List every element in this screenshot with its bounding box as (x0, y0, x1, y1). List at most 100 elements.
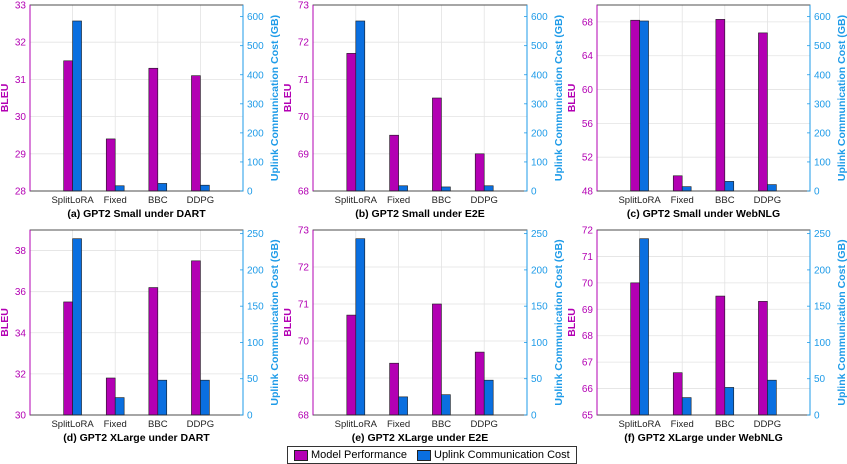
left-tick-label: 28 (15, 187, 27, 198)
right-tick-label: 300 (814, 99, 831, 110)
bar-uplink-cost (398, 396, 408, 416)
x-tick-label: DDPG (754, 419, 781, 430)
uplink-cost-swatch (417, 449, 431, 461)
left-tick-label: 70 (298, 337, 310, 348)
bar-uplink-cost (724, 387, 735, 416)
bar-uplink-cost (114, 397, 125, 416)
right-tick-label: 400 (531, 70, 548, 81)
right-tick-label: 400 (247, 70, 264, 81)
right-tick-label: 150 (531, 302, 548, 313)
right-tick-label: 250 (247, 229, 264, 240)
left-tick-label: 70 (582, 278, 594, 289)
bar-uplink-cost (639, 20, 649, 192)
right-tick-label: 150 (247, 302, 264, 313)
right-axis-label: Uplink Communication Cost (GB) (553, 239, 565, 405)
chart-panel-5: SplitLoRA Fixed BBC DDPG 68 69 70 71 72 73 0 50 100 1… (282, 226, 565, 445)
chart-panel-2: SplitLoRA Fixed BBC DDPG 68 69 70 71 72 73 0 100 200… (282, 1, 565, 221)
left-axis-label: BLEU (0, 84, 11, 113)
legend-item-model-performance: Model Performance (294, 449, 407, 461)
x-tick-label: Fixed (387, 419, 410, 430)
x-tick-label: SplitLoRA (618, 195, 661, 206)
bar-model-performance (346, 53, 357, 192)
bar-uplink-cost (681, 397, 692, 416)
bar-uplink-cost (157, 183, 168, 192)
x-tick-label: SplitLoRA (335, 195, 378, 206)
chart-panel-4: SplitLoRA Fixed BBC DDPG 30 32 34 36 38 0 50 100 150… (0, 229, 281, 444)
bar-model-performance (389, 362, 399, 416)
bar-model-performance (630, 19, 640, 192)
right-tick-label: 0 (531, 187, 537, 198)
plot-frame (312, 229, 528, 416)
left-tick-label: 72 (582, 226, 594, 237)
left-tick-label: 60 (582, 85, 594, 96)
bar-uplink-cost (157, 379, 168, 416)
bar-uplink-cost (441, 394, 451, 416)
bar-model-performance (389, 134, 399, 192)
bar-model-performance (672, 175, 683, 192)
right-axis-label: Uplink Communication Cost (GB) (553, 15, 565, 181)
right-tick-label: 100 (531, 157, 548, 168)
chart-panel-1: SplitLoRA Fixed BBC DDPG 28 29 30 31 32 33 0 100 200… (0, 1, 281, 221)
plot-frame (29, 229, 244, 416)
right-tick-label: 0 (247, 187, 253, 198)
left-tick-label: 65 (582, 411, 594, 422)
x-tick-label: Fixed (104, 195, 127, 206)
right-tick-label: 250 (814, 229, 831, 240)
plot-frame (29, 4, 244, 192)
bar-uplink-cost (639, 238, 649, 416)
left-tick-label: 68 (582, 331, 594, 342)
right-tick-label: 0 (247, 411, 253, 422)
right-tick-label: 200 (247, 128, 264, 139)
right-tick-label: 50 (247, 374, 259, 385)
right-tick-label: 400 (814, 70, 831, 81)
left-tick-label: 56 (582, 119, 594, 130)
x-tick-label: Fixed (104, 419, 127, 430)
left-tick-label: 66 (582, 384, 594, 395)
right-tick-label: 500 (814, 41, 831, 52)
chart-title: (b) GPT2 Small under E2E (355, 208, 485, 220)
left-tick-label: 71 (298, 300, 310, 311)
bar-uplink-cost (355, 238, 366, 416)
left-tick-label: 70 (298, 112, 310, 123)
x-tick-label: BBC (432, 419, 452, 430)
left-tick-label: 71 (582, 252, 594, 263)
x-tick-label: BBC (715, 195, 735, 206)
bar-uplink-cost (114, 185, 125, 192)
x-tick-label: SplitLoRA (51, 419, 94, 430)
x-tick-label: DDPG (470, 419, 497, 430)
bar-uplink-cost (200, 184, 210, 192)
plot-frame (312, 4, 528, 192)
x-tick-label: SplitLoRA (51, 195, 94, 206)
right-tick-label: 100 (531, 338, 548, 349)
left-tick-label: 67 (582, 358, 594, 369)
left-tick-label: 48 (582, 187, 594, 198)
legend-label-model-performance: Model Performance (311, 449, 407, 461)
left-tick-label: 68 (582, 17, 594, 28)
left-tick-label: 73 (298, 1, 310, 12)
bar-uplink-cost (72, 20, 82, 192)
left-tick-label: 71 (298, 75, 310, 86)
bar-uplink-cost (767, 379, 777, 416)
bar-uplink-cost (398, 185, 408, 192)
left-tick-label: 36 (15, 287, 27, 298)
left-axis-label: BLEU (282, 308, 294, 337)
right-tick-label: 500 (247, 41, 264, 52)
bar-uplink-cost (355, 20, 366, 192)
right-tick-label: 100 (247, 157, 264, 168)
right-axis-label: Uplink Communication Cost (GB) (836, 239, 847, 405)
bar-uplink-cost (483, 379, 494, 416)
bar-model-performance (191, 260, 201, 416)
bar-uplink-cost (681, 186, 692, 192)
chart-title: (c) GPT2 Small under WebNLG (627, 208, 780, 220)
chart-title: (d) GPT2 XLarge under DART (63, 432, 210, 444)
bar-model-performance (63, 301, 73, 416)
bar-model-performance (758, 301, 768, 416)
right-tick-label: 600 (531, 12, 548, 23)
left-tick-label: 38 (15, 246, 27, 257)
x-tick-label: DDPG (754, 195, 781, 206)
left-tick-label: 68 (298, 411, 310, 422)
left-tick-label: 34 (15, 328, 27, 339)
right-axis-label: Uplink Communication Cost (GB) (269, 15, 281, 181)
right-tick-label: 0 (814, 187, 820, 198)
